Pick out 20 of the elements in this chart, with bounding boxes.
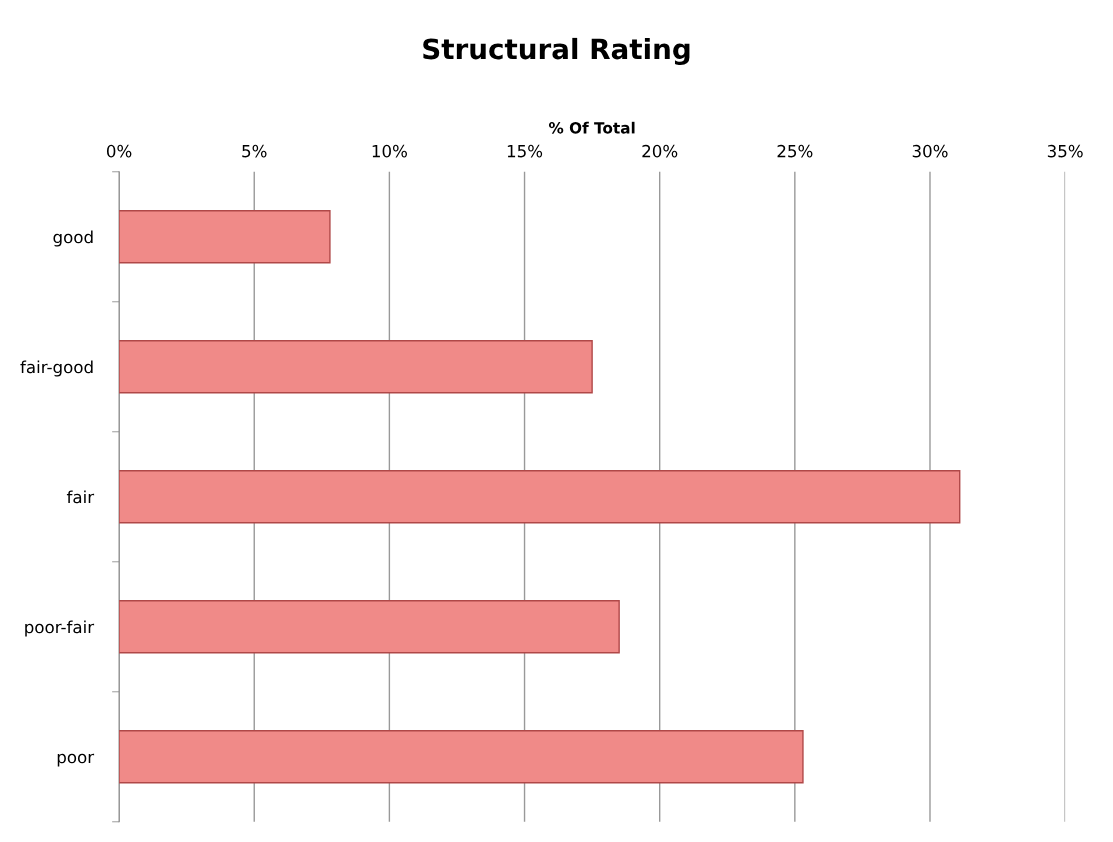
x-tick-label: 35%	[1047, 144, 1083, 158]
y-tick-label: fair	[66, 490, 95, 504]
x-tick-label: 20%	[642, 144, 678, 158]
bar	[119, 600, 620, 654]
x-axis-title: % Of Total	[548, 121, 635, 134]
y-tick-label: poor	[57, 753, 95, 767]
y-tick-label: poor-fair	[25, 620, 95, 637]
x-tick-label: 0%	[106, 144, 132, 158]
bar	[119, 470, 961, 524]
bar	[119, 210, 331, 264]
y-tick-label: fair-good	[20, 360, 93, 377]
bar	[119, 730, 804, 784]
x-tick-label: 10%	[372, 144, 407, 158]
chart-title: Structural Rating	[423, 37, 690, 65]
x-tick-label: 5%	[242, 144, 267, 158]
x-tick-label: 25%	[777, 144, 813, 158]
x-tick-label: 15%	[507, 144, 543, 158]
x-tick-label: 30%	[912, 144, 948, 158]
y-tick-label: good	[53, 230, 93, 247]
bar	[119, 340, 593, 394]
